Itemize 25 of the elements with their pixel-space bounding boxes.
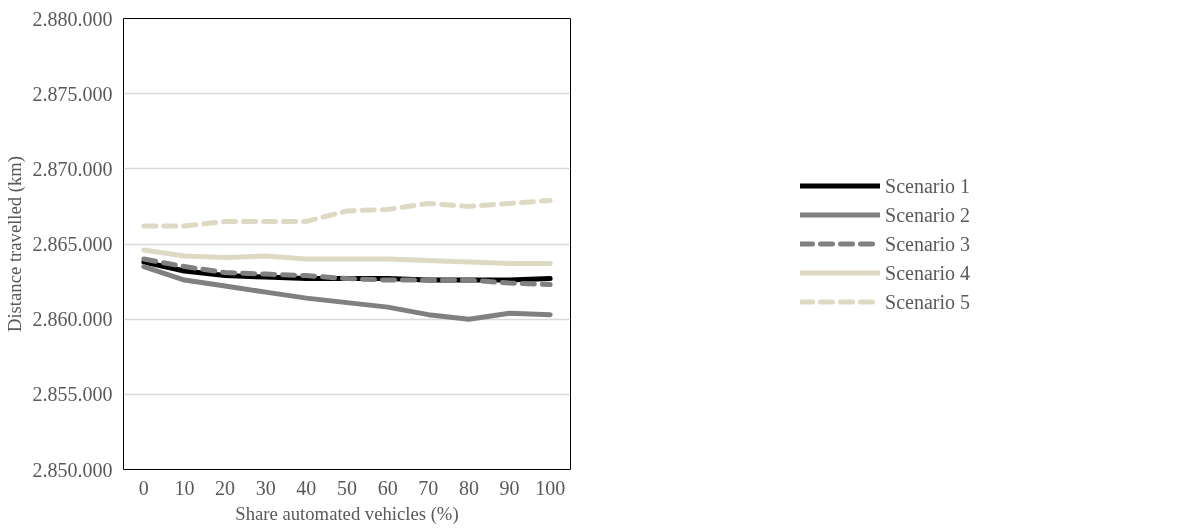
legend-label: Scenario 1 [885, 174, 970, 197]
y-axis-title: Distance travelled (km) [3, 155, 26, 333]
x-tick-label: 60 [377, 476, 398, 499]
x-tick-label: 100 [535, 476, 566, 499]
x-tick-label: 50 [337, 476, 357, 499]
x-tick-label: 30 [255, 476, 276, 499]
x-tick-label: 40 [296, 476, 317, 499]
y-tick-label: 2.880.000 [32, 7, 113, 30]
x-axis-title: Share automated vehicles (%) [235, 502, 459, 525]
y-tick-label: 2.865.000 [32, 233, 113, 255]
x-tick-label: 0 [138, 476, 149, 499]
legend-label: Scenario 3 [885, 232, 970, 255]
y-tick-label: 2.870.000 [32, 157, 113, 180]
legend-label: Scenario 4 [885, 261, 970, 284]
legend-label: Scenario 5 [885, 290, 970, 313]
y-tick-label: 2.875.000 [32, 82, 113, 105]
x-tick-label: 80 [458, 476, 479, 499]
y-tick-label: 2.860.000 [32, 308, 113, 331]
x-tick-label: 90 [499, 476, 520, 499]
x-tick-label: 20 [215, 476, 236, 499]
x-tick-label: 10 [174, 476, 195, 499]
y-tick-label: 2.855.000 [32, 383, 113, 406]
legend-label: Scenario 2 [885, 203, 970, 226]
x-tick-label: 70 [418, 476, 439, 499]
y-tick-label: 2.850.000 [32, 458, 113, 481]
